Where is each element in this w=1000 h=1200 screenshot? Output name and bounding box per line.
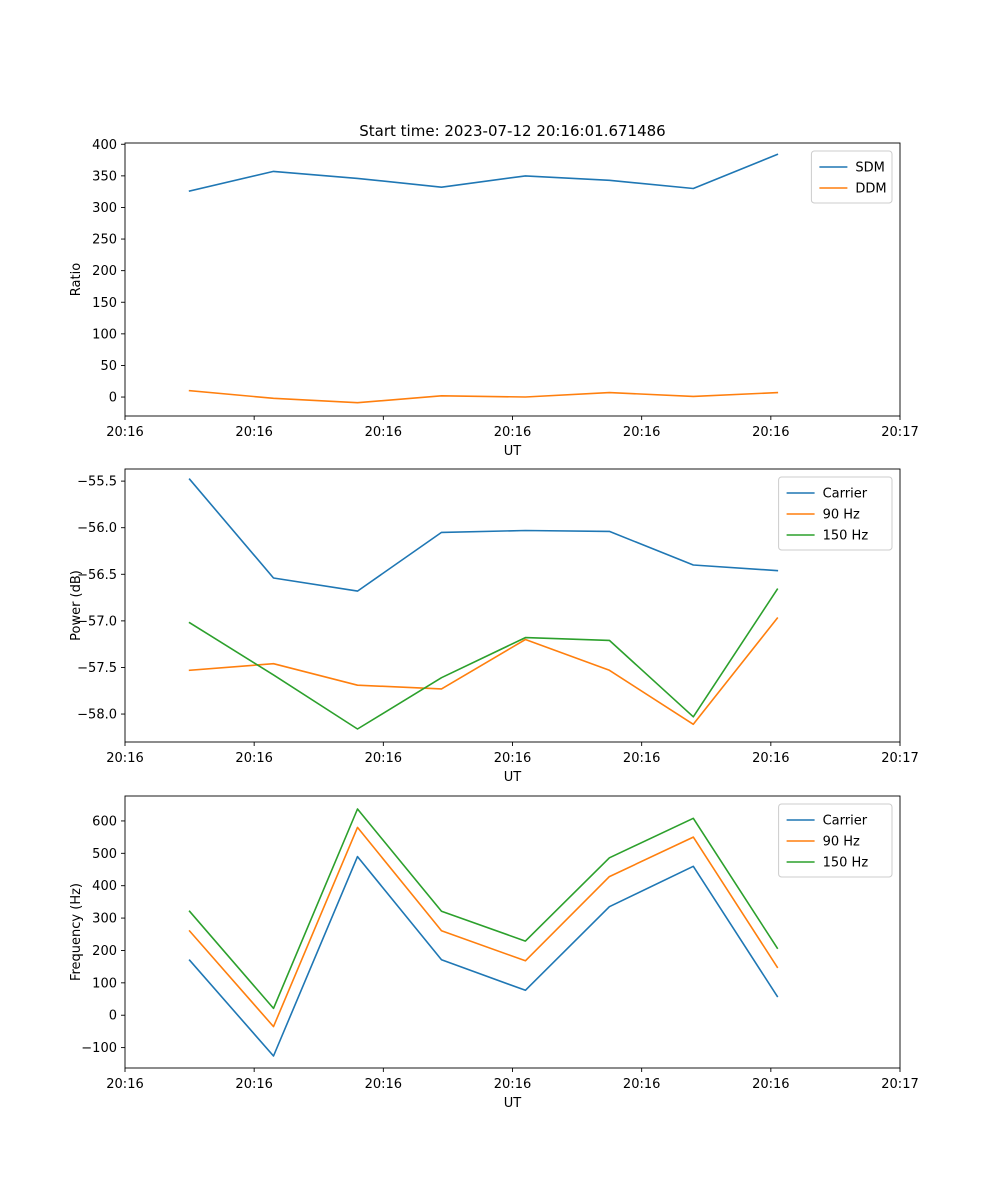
legend-label: 150 Hz (823, 529, 869, 544)
x-tick-label: 20:16 (752, 751, 789, 766)
x-tick-label: 20:16 (494, 751, 531, 766)
y-tick-label: 150 (92, 296, 117, 311)
legend-label: SDM (855, 161, 884, 176)
y-tick-label: 400 (92, 879, 117, 894)
x-tick-label: 20:16 (235, 425, 272, 440)
x-tick-label: 20:16 (235, 751, 272, 766)
y-tick-label: −57.5 (77, 661, 117, 676)
y-tick-label: 300 (92, 201, 117, 216)
x-tick-label: 20:17 (881, 1077, 918, 1092)
legend-label: 90 Hz (823, 835, 860, 850)
y-tick-label: 50 (100, 359, 117, 374)
x-tick-label: 20:16 (623, 425, 660, 440)
x-tick-label: 20:16 (365, 1077, 402, 1092)
legend-label: DDM (855, 182, 886, 197)
x-tick-label: 20:16 (752, 1077, 789, 1092)
legend: Carrier 90 Hz 150 Hz (778, 803, 893, 878)
y-axis-label: Ratio (69, 263, 84, 296)
y-tick-label: 600 (92, 814, 117, 829)
legend-label: 150 Hz (823, 856, 869, 871)
series-line (188, 808, 779, 1010)
x-tick-label: 20:16 (365, 751, 402, 766)
plots: 20:16 20:16 20:16 20:16 20:16 20:16 20:17 0 50 10… (69, 138, 919, 1111)
y-tick-label: −57.0 (77, 614, 117, 629)
x-tick-label: 20:16 (494, 425, 531, 440)
x-tick-label: 20:16 (494, 1077, 531, 1092)
x-tick-label: 20:16 (106, 425, 143, 440)
series-line (188, 616, 779, 726)
legend-label: Carrier (823, 487, 868, 502)
x-tick-label: 20:16 (365, 425, 402, 440)
series-line (188, 153, 779, 192)
y-tick-label: −55.5 (77, 475, 117, 490)
legend-label: 90 Hz (823, 508, 860, 523)
series-line (188, 588, 779, 730)
y-tick-label: 250 (92, 233, 117, 248)
series-line (188, 855, 779, 1057)
chart-power: 20:16 20:16 20:16 20:16 20:16 20:16 20:17 −58.0… (69, 468, 919, 785)
legend-box (778, 476, 893, 551)
y-tick-label: 200 (92, 944, 117, 959)
y-tick-label: −56.0 (77, 521, 117, 536)
y-tick-label: −56.5 (77, 568, 117, 583)
y-tick-label: −100 (81, 1041, 117, 1056)
x-tick-label: 20:16 (752, 425, 789, 440)
y-tick-label: 500 (92, 847, 117, 862)
series-line (188, 826, 779, 1028)
x-tick-label: 20:17 (881, 425, 918, 440)
y-tick-label: 100 (92, 976, 117, 991)
legend-box (778, 803, 893, 878)
axes-frame (124, 142, 901, 417)
figure-title: Start time: 2023-07-12 20:16:01.671486 (359, 122, 665, 140)
y-tick-label: 0 (109, 1009, 117, 1024)
x-axis-label: UT (504, 1096, 522, 1111)
chart-ratio: 20:16 20:16 20:16 20:16 20:16 20:16 20:17 0 50 10… (69, 138, 919, 459)
x-tick-label: 20:16 (106, 751, 143, 766)
y-tick-label: 350 (92, 169, 117, 184)
y-tick-label: 200 (92, 264, 117, 279)
y-axis-label: Power (dB) (69, 570, 84, 641)
legend-box (810, 150, 893, 204)
y-tick-label: 0 (109, 391, 117, 406)
chart-frequency: 20:16 20:16 20:16 20:16 20:16 20:16 20:17 −100 0… (69, 795, 919, 1111)
y-axis-label: Frequency (Hz) (69, 883, 84, 981)
y-tick-label: 300 (92, 912, 117, 927)
x-tick-label: 20:17 (881, 751, 918, 766)
x-tick-label: 20:16 (106, 1077, 143, 1092)
series-line (188, 478, 779, 592)
x-tick-label: 20:16 (235, 1077, 272, 1092)
x-tick-label: 20:16 (623, 1077, 660, 1092)
series-line (188, 389, 779, 404)
x-axis-label: UT (504, 770, 522, 785)
legend: SDM DDM (810, 150, 893, 204)
y-tick-label: −58.0 (77, 708, 117, 723)
legend: Carrier 90 Hz 150 Hz (778, 476, 893, 551)
y-tick-label: 400 (92, 138, 117, 153)
x-tick-label: 20:16 (623, 751, 660, 766)
legend-label: Carrier (823, 814, 868, 829)
x-axis-label: UT (504, 444, 522, 459)
y-tick-label: 100 (92, 327, 117, 342)
